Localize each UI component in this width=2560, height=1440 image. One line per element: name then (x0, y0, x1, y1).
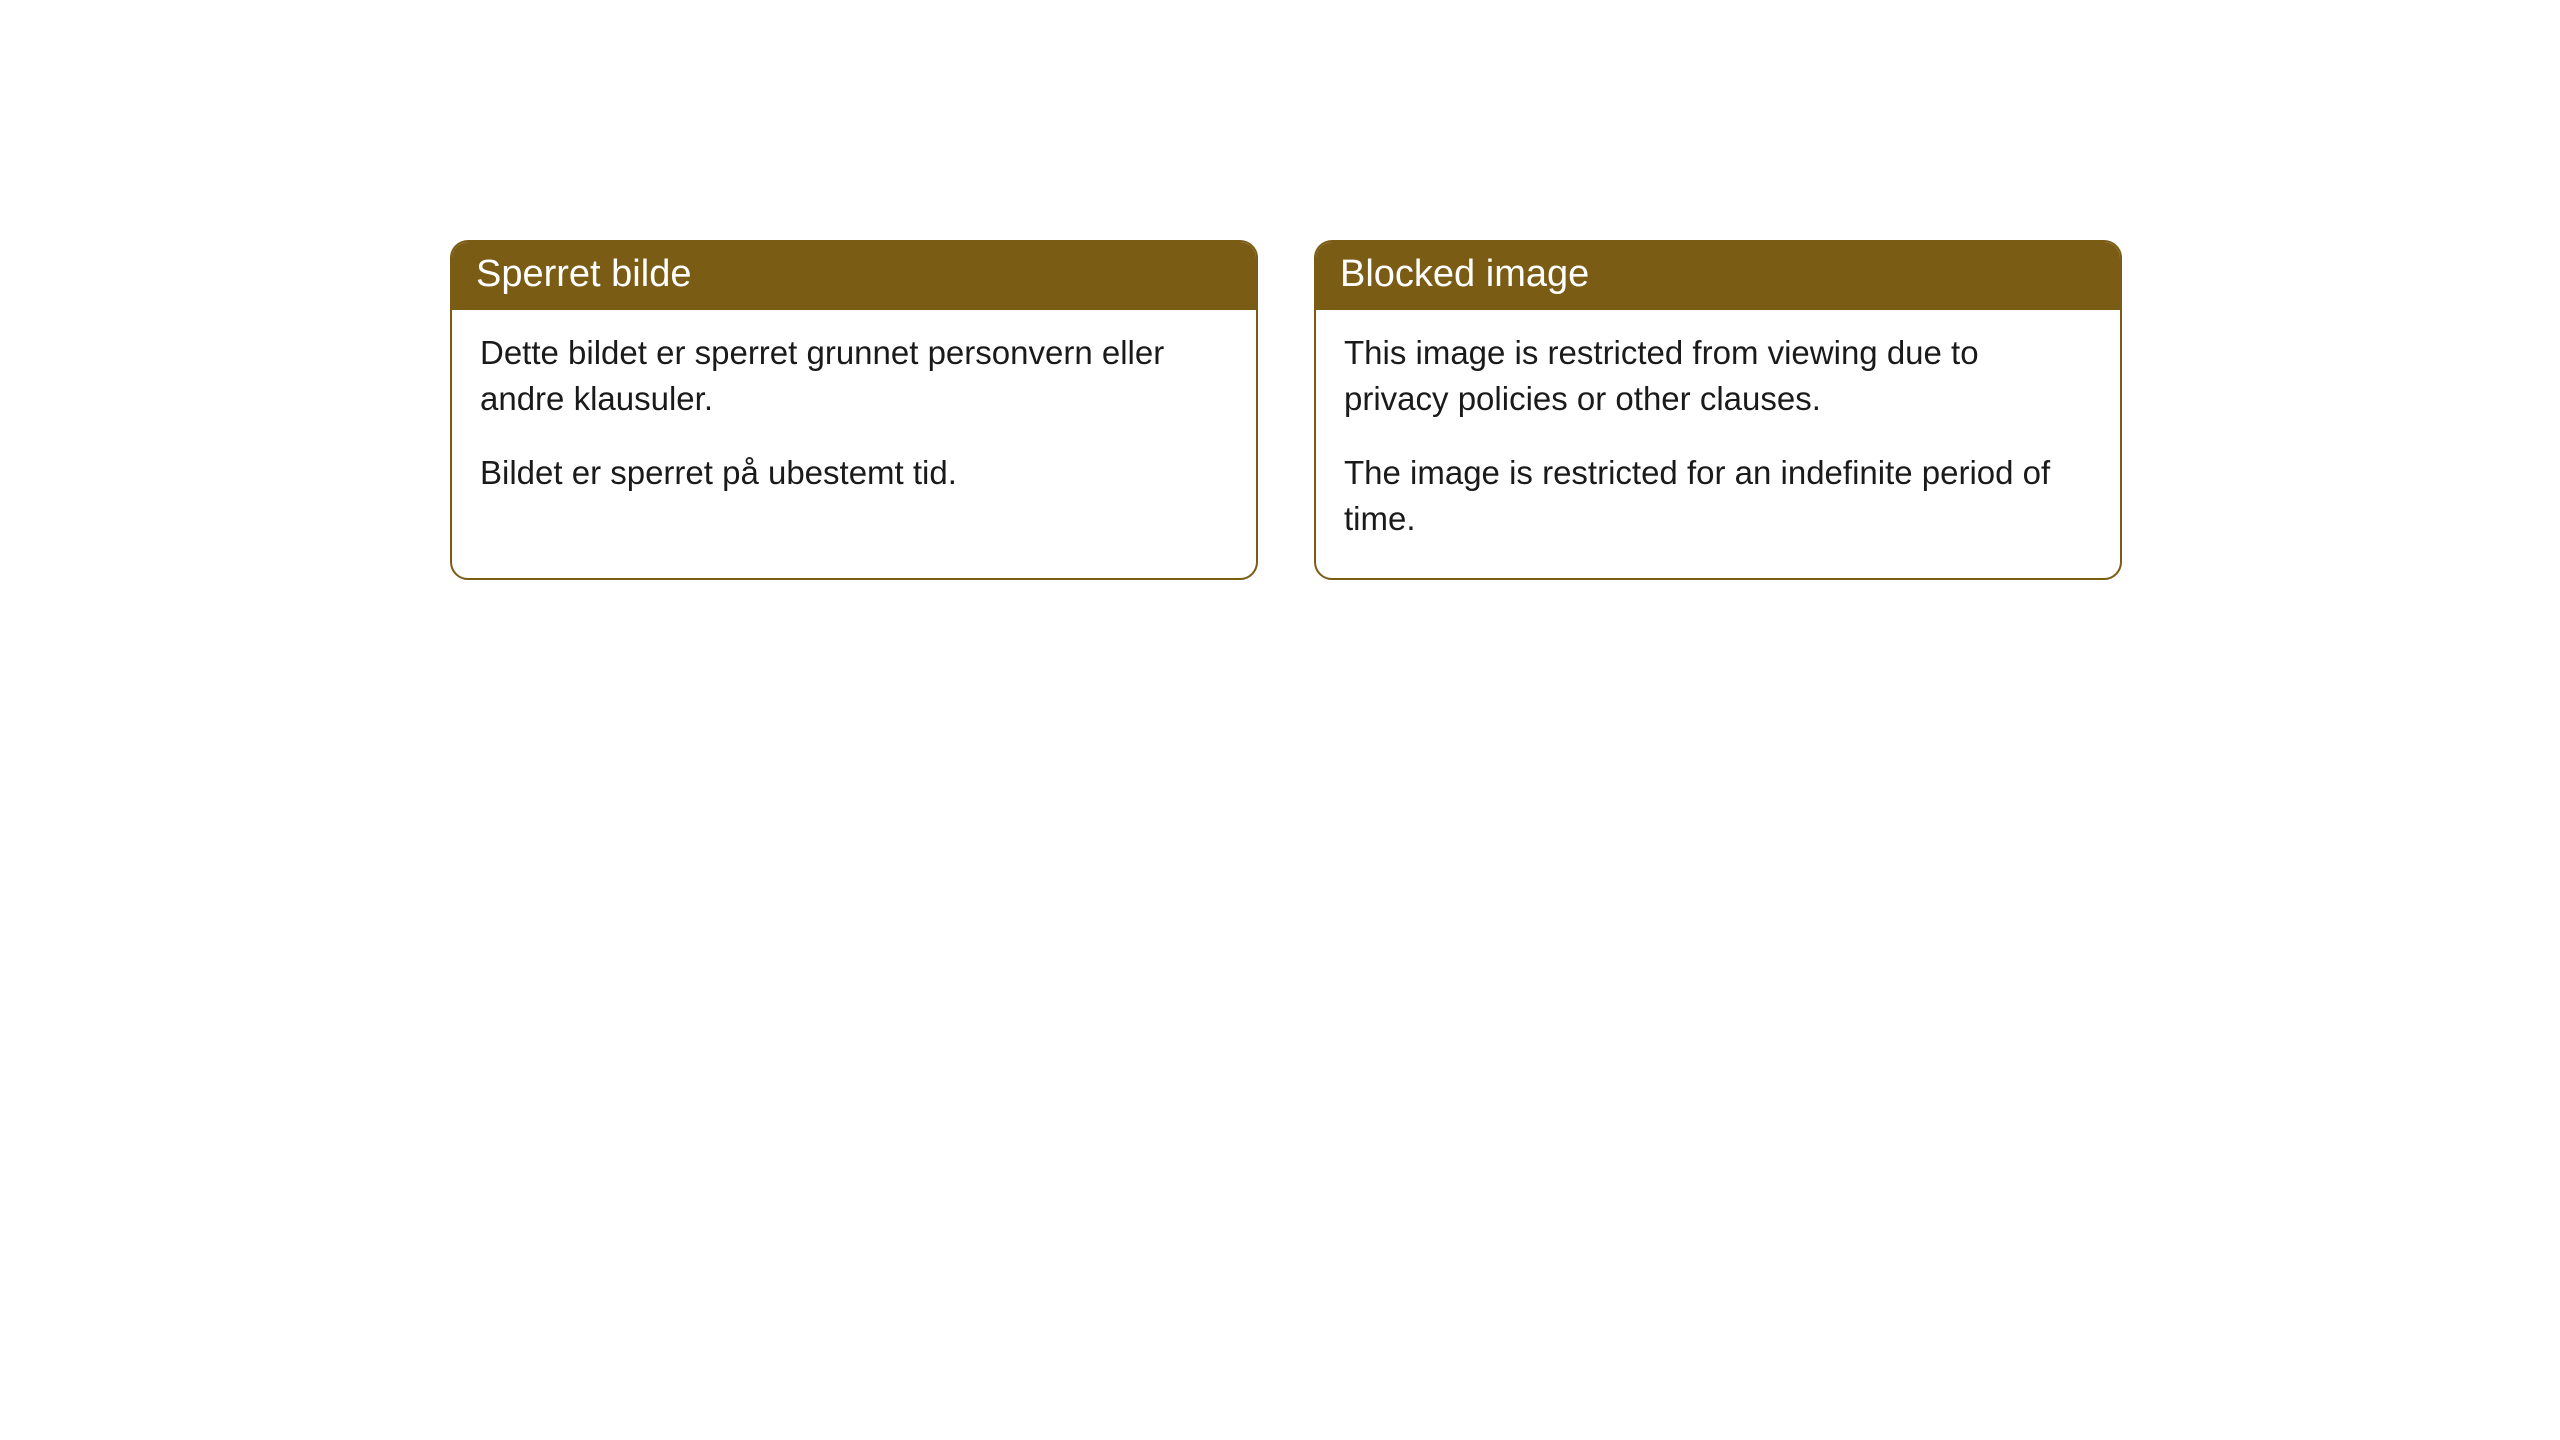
card-paragraph: Dette bildet er sperret grunnet personve… (480, 330, 1228, 422)
card-header-norwegian: Sperret bilde (452, 242, 1256, 310)
card-paragraph: This image is restricted from viewing du… (1344, 330, 2092, 422)
cards-container: Sperret bilde Dette bildet er sperret gr… (450, 240, 2122, 580)
card-paragraph: The image is restricted for an indefinit… (1344, 450, 2092, 542)
card-english: Blocked image This image is restricted f… (1314, 240, 2122, 580)
card-body-english: This image is restricted from viewing du… (1316, 310, 2120, 579)
card-body-norwegian: Dette bildet er sperret grunnet personve… (452, 310, 1256, 533)
card-paragraph: Bildet er sperret på ubestemt tid. (480, 450, 1228, 496)
card-header-english: Blocked image (1316, 242, 2120, 310)
card-norwegian: Sperret bilde Dette bildet er sperret gr… (450, 240, 1258, 580)
